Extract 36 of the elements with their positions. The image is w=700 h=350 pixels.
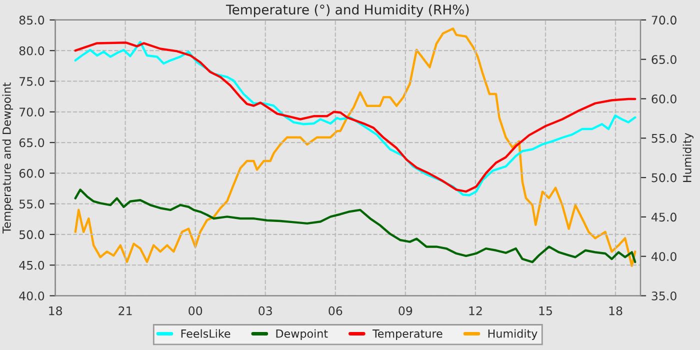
x-tick-label: 09: [398, 306, 412, 316]
y2-tick-label: 55.0: [652, 134, 676, 143]
y-tick-label: 70.0: [20, 108, 44, 117]
legend-label: Dewpoint: [276, 329, 328, 340]
y2-tick-label: 35.0: [652, 291, 676, 300]
y2-tick-label: 50.0: [652, 173, 676, 182]
x-tick-label: 21: [118, 306, 132, 316]
legend-label: Temperature: [372, 330, 442, 340]
y-tick-label: 55.0: [20, 200, 44, 208]
x-tick-label: 12: [469, 306, 482, 316]
legend-label: Humidity: [488, 329, 538, 340]
y-tick-label: 75.0: [20, 76, 44, 86]
y-tick-label: 85.0: [19, 16, 44, 25]
legend-label: FeelsLike: [181, 329, 230, 338]
x-tick-label: 00: [188, 306, 202, 316]
y2-tick-label: 70.0: [652, 16, 676, 25]
y2-tick-label: 65.0: [652, 55, 676, 64]
y2-tick-label: 45.0: [651, 212, 676, 222]
y-tick-label: 50.0: [20, 230, 44, 240]
y-tick-label: 80.0: [19, 46, 44, 56]
y-axis-title: Temperature and Dewpoint: [2, 82, 14, 234]
x-tick-label: 18: [49, 306, 62, 316]
y2-tick-label: 60.0: [652, 94, 676, 104]
line-series: [74, 28, 636, 267]
y-tick-label: 65.0: [19, 138, 44, 148]
x-tick-label: 06: [328, 306, 342, 316]
y-tick-label: 60.0: [19, 168, 44, 178]
y-tick-label: 40.0: [19, 291, 44, 300]
y-tick-label: 45.0: [19, 260, 44, 270]
line-series: [74, 188, 636, 264]
x-tick-label: 03: [258, 306, 272, 316]
y2-axis-title: Humidity: [682, 132, 694, 182]
chart-title: Temperature (°) and Humidity (RH%): [226, 4, 469, 18]
x-tick-label: 18: [609, 306, 622, 316]
x-tick-label: 15: [539, 306, 552, 316]
y2-tick-label: 40.0: [651, 252, 676, 262]
